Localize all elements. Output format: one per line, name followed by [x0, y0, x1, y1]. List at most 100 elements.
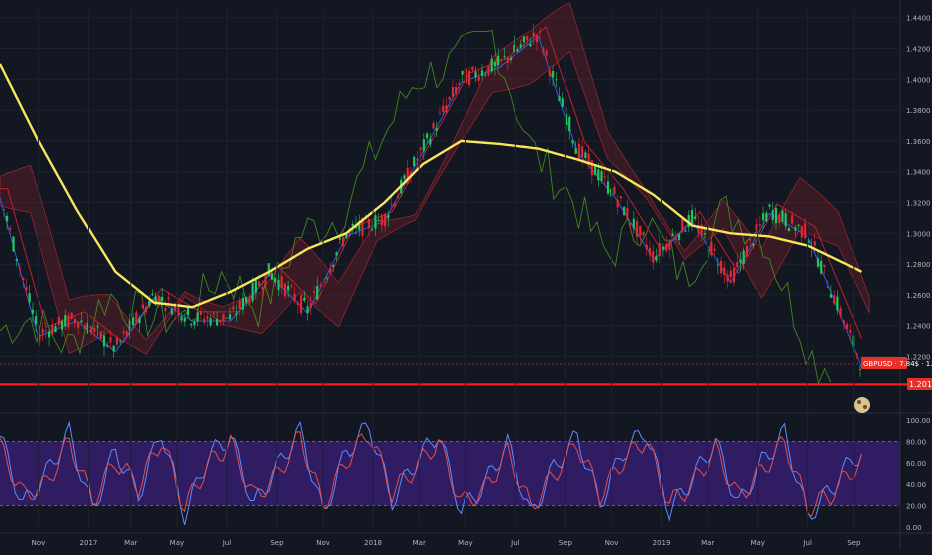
candle [461, 70, 464, 75]
candle [358, 221, 361, 230]
candle [96, 326, 99, 328]
candle [18, 267, 22, 270]
candle [341, 237, 345, 246]
candle [474, 71, 477, 78]
candle [671, 233, 674, 236]
support-badge: 1.2019 [907, 378, 932, 390]
candle [47, 331, 51, 338]
candle [458, 83, 461, 85]
candle [648, 247, 652, 256]
candle [180, 316, 183, 321]
candle [845, 324, 849, 330]
avatar-icon[interactable] [854, 397, 870, 413]
candle [335, 252, 338, 256]
candle [51, 324, 54, 335]
candle [325, 277, 329, 279]
candle [429, 138, 432, 145]
candle [687, 214, 690, 228]
candle [564, 114, 568, 125]
candle [99, 331, 102, 339]
candle [571, 140, 574, 144]
candle [293, 293, 296, 301]
candle [703, 233, 707, 235]
candle [713, 248, 716, 251]
x-tick-label: Sep [847, 539, 861, 547]
x-tick-label: Jul [802, 539, 812, 547]
candle [448, 96, 451, 100]
x-tick-label: May [750, 539, 764, 547]
candle [374, 215, 377, 229]
support-label: 1.2019 [909, 380, 932, 389]
x-tick-label: Jul [222, 539, 232, 547]
candle [157, 295, 161, 306]
candle [587, 153, 590, 164]
candle [574, 147, 577, 154]
candle [758, 224, 761, 226]
y-tick-label: 1.3400 [906, 169, 931, 177]
x-axis: Nov 2017 Mar May Jul Sep Nov 2018 Mar May Jul Sep No… [0, 10, 932, 547]
candle [290, 285, 293, 287]
candle [86, 322, 89, 334]
candle [77, 322, 80, 328]
candle [196, 312, 199, 322]
candle [509, 57, 513, 61]
ichimoku-cloud [0, 1, 870, 355]
candle [283, 283, 287, 297]
candle [270, 273, 274, 280]
candle [199, 310, 203, 315]
candle [568, 116, 571, 132]
candle [645, 244, 648, 250]
candle [70, 312, 73, 319]
oscillator-band [0, 441, 900, 506]
y-tick-label: 1.4200 [906, 46, 931, 54]
candle [322, 280, 325, 283]
candle [238, 300, 241, 309]
candle [555, 79, 558, 81]
candle [31, 309, 35, 314]
candle [690, 210, 694, 224]
candle [419, 147, 422, 150]
candle [435, 127, 438, 131]
candle [154, 296, 157, 306]
candle [451, 86, 455, 97]
candle [593, 165, 597, 176]
candle [361, 217, 364, 236]
candle [823, 264, 826, 268]
candle [345, 233, 348, 238]
candle [219, 319, 222, 322]
y-tick-label: 1.3200 [906, 200, 931, 208]
candle [584, 152, 587, 159]
candle [380, 214, 383, 226]
candle [600, 171, 603, 181]
oscillator-tick-label: 60.00 [906, 460, 926, 468]
candle [742, 250, 745, 264]
candle [119, 340, 122, 342]
x-tick-label: May [458, 539, 472, 547]
candle [545, 50, 548, 56]
candle [635, 220, 639, 237]
candle [778, 214, 781, 223]
oscillator-tick-label: 40.00 [906, 481, 926, 489]
candle [842, 320, 845, 324]
candle [833, 295, 836, 304]
candle [658, 243, 661, 257]
candle [390, 204, 393, 206]
candle [623, 207, 626, 216]
candle [761, 213, 765, 221]
candle [855, 353, 858, 356]
candle [319, 285, 322, 287]
candle [329, 268, 332, 273]
candle [35, 316, 38, 325]
y-tick-label: 1.3800 [906, 107, 931, 115]
candle [836, 296, 839, 311]
candle [209, 318, 212, 326]
candle [765, 212, 768, 222]
y-tick-label: 1.2800 [906, 261, 931, 269]
x-tick-label: Nov [316, 539, 330, 547]
candle [774, 208, 778, 224]
candle [561, 98, 564, 107]
symbol-label: GBPUSD · 7.84$ · 1.2152 [863, 360, 932, 368]
candle [480, 70, 484, 76]
